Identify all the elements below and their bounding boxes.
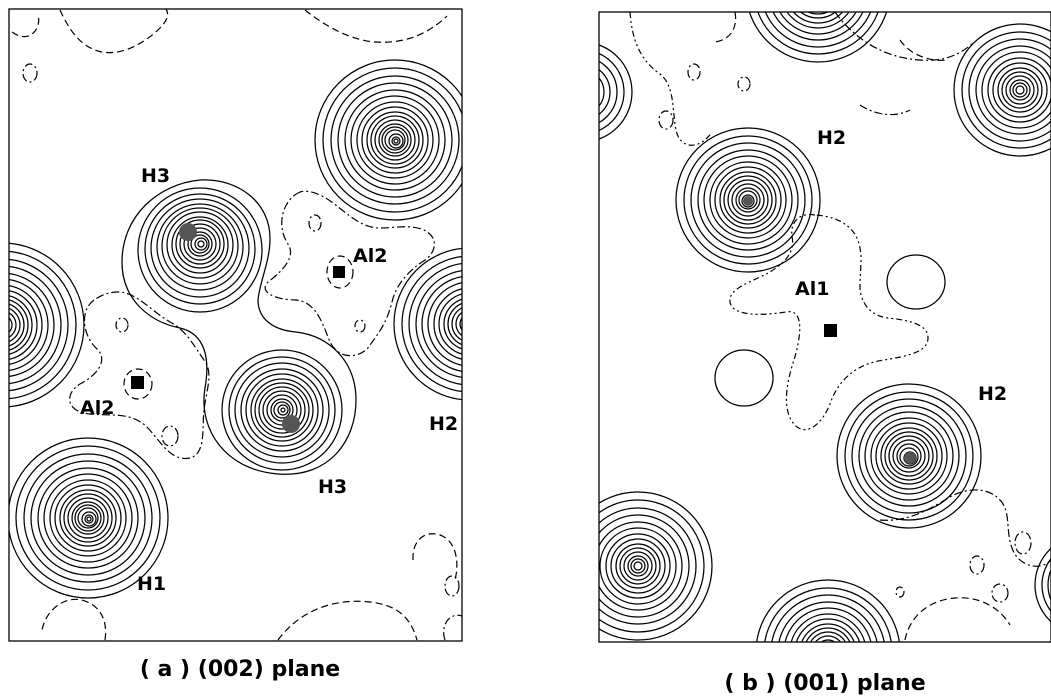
atom-marker	[904, 452, 916, 464]
contour-dashdot	[879, 489, 1051, 567]
contour-solid-small	[886, 254, 946, 310]
contour-dashdot	[443, 614, 462, 641]
h3-bottom-peak	[221, 349, 343, 471]
left-edge-peak-b	[599, 44, 633, 140]
contour-dashed	[59, 9, 169, 54]
contour-dashdot	[859, 104, 911, 116]
h2-edge-peak	[393, 247, 462, 401]
contour-dashed	[277, 600, 418, 641]
panel-a: H3 Al2 Al2 H2 H3 H1 ( a ) (002) plane	[8, 8, 463, 682]
label-h2: H2	[429, 413, 458, 435]
contour-dashdotdot	[629, 12, 713, 146]
panel-b: H2 Al1 H2 ( b ) (001) plane	[598, 11, 1051, 696]
contour-small	[161, 425, 179, 447]
top-right-peak-b	[953, 23, 1051, 157]
contour-al1-region	[729, 213, 929, 431]
panel-a-contours	[9, 9, 462, 641]
bottom-left-peak-b	[599, 491, 713, 641]
contour-small	[969, 555, 985, 575]
contour-small	[737, 76, 751, 92]
contour-small	[991, 583, 1009, 603]
contour-solid-small	[714, 349, 774, 407]
contour-small	[308, 214, 322, 232]
caption-panel-a: ( a ) (002) plane	[140, 657, 340, 682]
contour-h3-merged	[121, 179, 357, 475]
contour-small	[1014, 531, 1032, 555]
contour-small	[658, 110, 674, 130]
h1-peak	[9, 437, 169, 599]
contour-dashed	[714, 12, 737, 43]
contour-small	[354, 319, 366, 333]
contour-dashed	[412, 533, 458, 581]
contour-small	[444, 575, 460, 597]
contour-dashed	[304, 9, 448, 43]
caption-panel-b: ( b ) (001) plane	[724, 671, 925, 696]
bottom-center-peak-b	[756, 579, 900, 642]
contour-small	[895, 586, 905, 598]
label-al2-right: Al2	[353, 245, 387, 267]
contour-small	[687, 63, 701, 81]
contour-small	[115, 317, 129, 333]
label-al1: Al1	[795, 278, 829, 300]
contour-dashed	[41, 598, 107, 641]
contour-dashdot	[834, 12, 973, 61]
contour-dashed	[899, 39, 949, 61]
atom-marker	[282, 415, 300, 433]
label-h1: H1	[137, 573, 166, 595]
contour-small	[22, 63, 38, 83]
top-center-peak	[748, 12, 888, 63]
panel-b-frame	[598, 11, 1051, 643]
panel-a-frame	[8, 8, 463, 642]
contour-al2-region	[264, 190, 435, 357]
h3-top-peak	[137, 187, 263, 313]
contour-dashed	[904, 597, 1011, 641]
al1-atom-marker	[824, 324, 837, 337]
label-al2-left: Al2	[80, 397, 114, 419]
top-right-peak	[314, 59, 462, 221]
label-h2-right: H2	[978, 383, 1007, 405]
al2-atom-marker	[131, 376, 144, 389]
label-h2-top: H2	[817, 127, 846, 149]
contour-dashed	[11, 13, 40, 38]
contour-al2-small	[123, 368, 153, 400]
bottom-right-edge-peak-b	[1034, 547, 1051, 623]
label-h3-bottom: H3	[318, 476, 347, 498]
h2-right-peak	[836, 383, 982, 529]
contour-al2-small	[326, 255, 354, 289]
label-h3-top: H3	[141, 165, 170, 187]
panel-b-contours	[599, 12, 1051, 642]
h2-top-peak	[675, 127, 821, 273]
atom-marker	[743, 196, 753, 206]
atom-marker	[179, 223, 197, 241]
contour-al2-region	[69, 291, 210, 460]
al2-atom-marker	[333, 266, 345, 278]
left-edge-peak	[9, 242, 85, 408]
